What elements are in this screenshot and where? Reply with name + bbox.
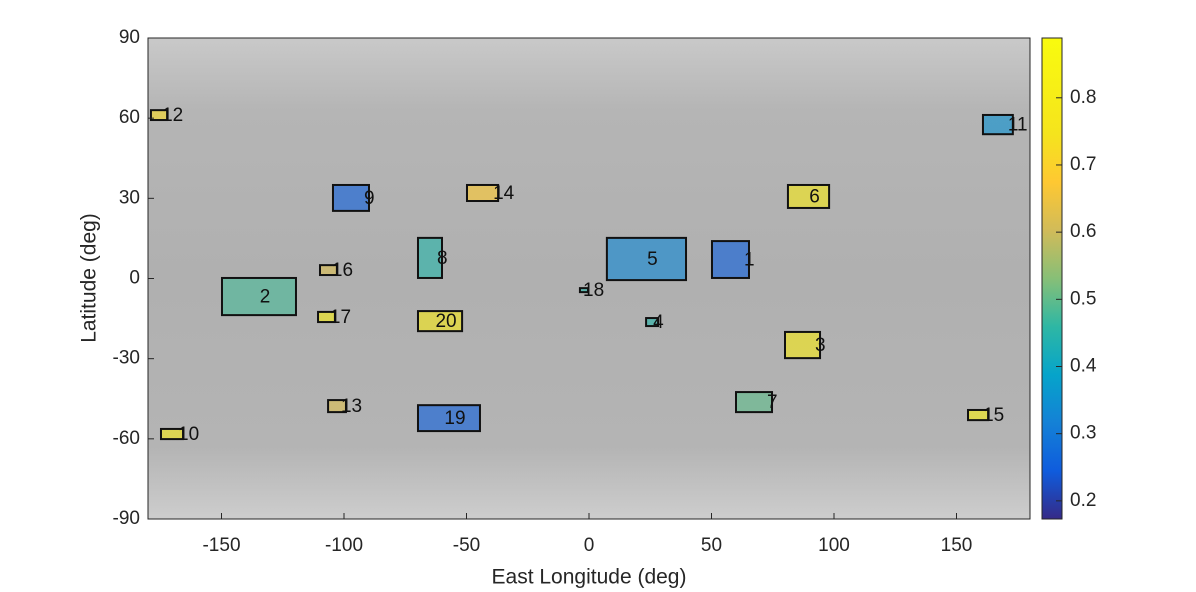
region [645, 317, 660, 328]
region-label: 2 [260, 287, 271, 308]
region [416, 404, 481, 433]
region-label: 12 [162, 105, 183, 126]
region-label: 4 [653, 312, 664, 333]
y-tick-label: 30 [119, 187, 140, 208]
region-label: 16 [332, 260, 353, 281]
x-tick-label: 0 [584, 535, 595, 556]
x-tick-label: 150 [941, 535, 973, 556]
region [578, 287, 590, 294]
y-tick-label: -90 [113, 508, 140, 529]
region [317, 310, 336, 324]
x-axis-label: East Longitude (deg) [492, 566, 687, 589]
colorbar-tick-label: 0.4 [1070, 356, 1097, 377]
region [605, 236, 688, 282]
region [967, 408, 990, 422]
region-label: 10 [178, 424, 199, 445]
colorbar [1041, 37, 1063, 520]
region-label: 17 [330, 307, 351, 328]
region [331, 183, 370, 212]
region-label: 15 [983, 405, 1004, 426]
colorbar-tick-label: 0.2 [1070, 490, 1096, 511]
region-label: 20 [435, 311, 456, 332]
colorbar-tick-label: 0.6 [1070, 221, 1096, 242]
region-label: 8 [437, 248, 448, 269]
region-label: 11 [1008, 115, 1028, 136]
region-label: 13 [341, 396, 362, 417]
x-tick-label: -50 [453, 535, 480, 556]
colorbar-tick-label: 0.7 [1070, 154, 1096, 175]
y-tick-label: 90 [119, 27, 140, 48]
region [784, 330, 822, 360]
region [710, 240, 750, 279]
colorbar-tick-label: 0.5 [1070, 288, 1096, 309]
axes-frame [147, 37, 1031, 520]
x-tick-label: 50 [701, 535, 722, 556]
y-axis-label: Latitude (deg) [78, 213, 101, 343]
y-tick-label: -30 [113, 348, 140, 369]
region [327, 399, 347, 414]
y-tick-label: 60 [119, 107, 140, 128]
colorbar-tick-label: 0.3 [1070, 423, 1096, 444]
region-label: 19 [444, 408, 465, 429]
region [318, 264, 338, 277]
region-label: 6 [809, 186, 820, 207]
x-tick-label: -100 [325, 535, 363, 556]
y-tick-label: -60 [113, 428, 140, 449]
region-label: 14 [493, 183, 515, 204]
region [465, 183, 500, 203]
region [149, 109, 169, 122]
region-label: 5 [647, 249, 658, 270]
region-label: 9 [364, 188, 375, 209]
x-tick-label: 100 [818, 535, 850, 556]
region [981, 113, 1014, 136]
region [786, 183, 831, 209]
colorbar-tick-label: 0.8 [1070, 87, 1096, 108]
region-label: 3 [815, 335, 826, 356]
region [220, 276, 297, 317]
y-tick-label: 0 [129, 268, 140, 289]
region-label: 18 [583, 280, 604, 301]
region-label: 7 [767, 392, 778, 413]
region [416, 310, 464, 333]
region [735, 391, 774, 414]
x-tick-label: -150 [202, 535, 240, 556]
region [416, 236, 443, 279]
region [159, 427, 185, 441]
region-label: 1 [744, 250, 755, 271]
